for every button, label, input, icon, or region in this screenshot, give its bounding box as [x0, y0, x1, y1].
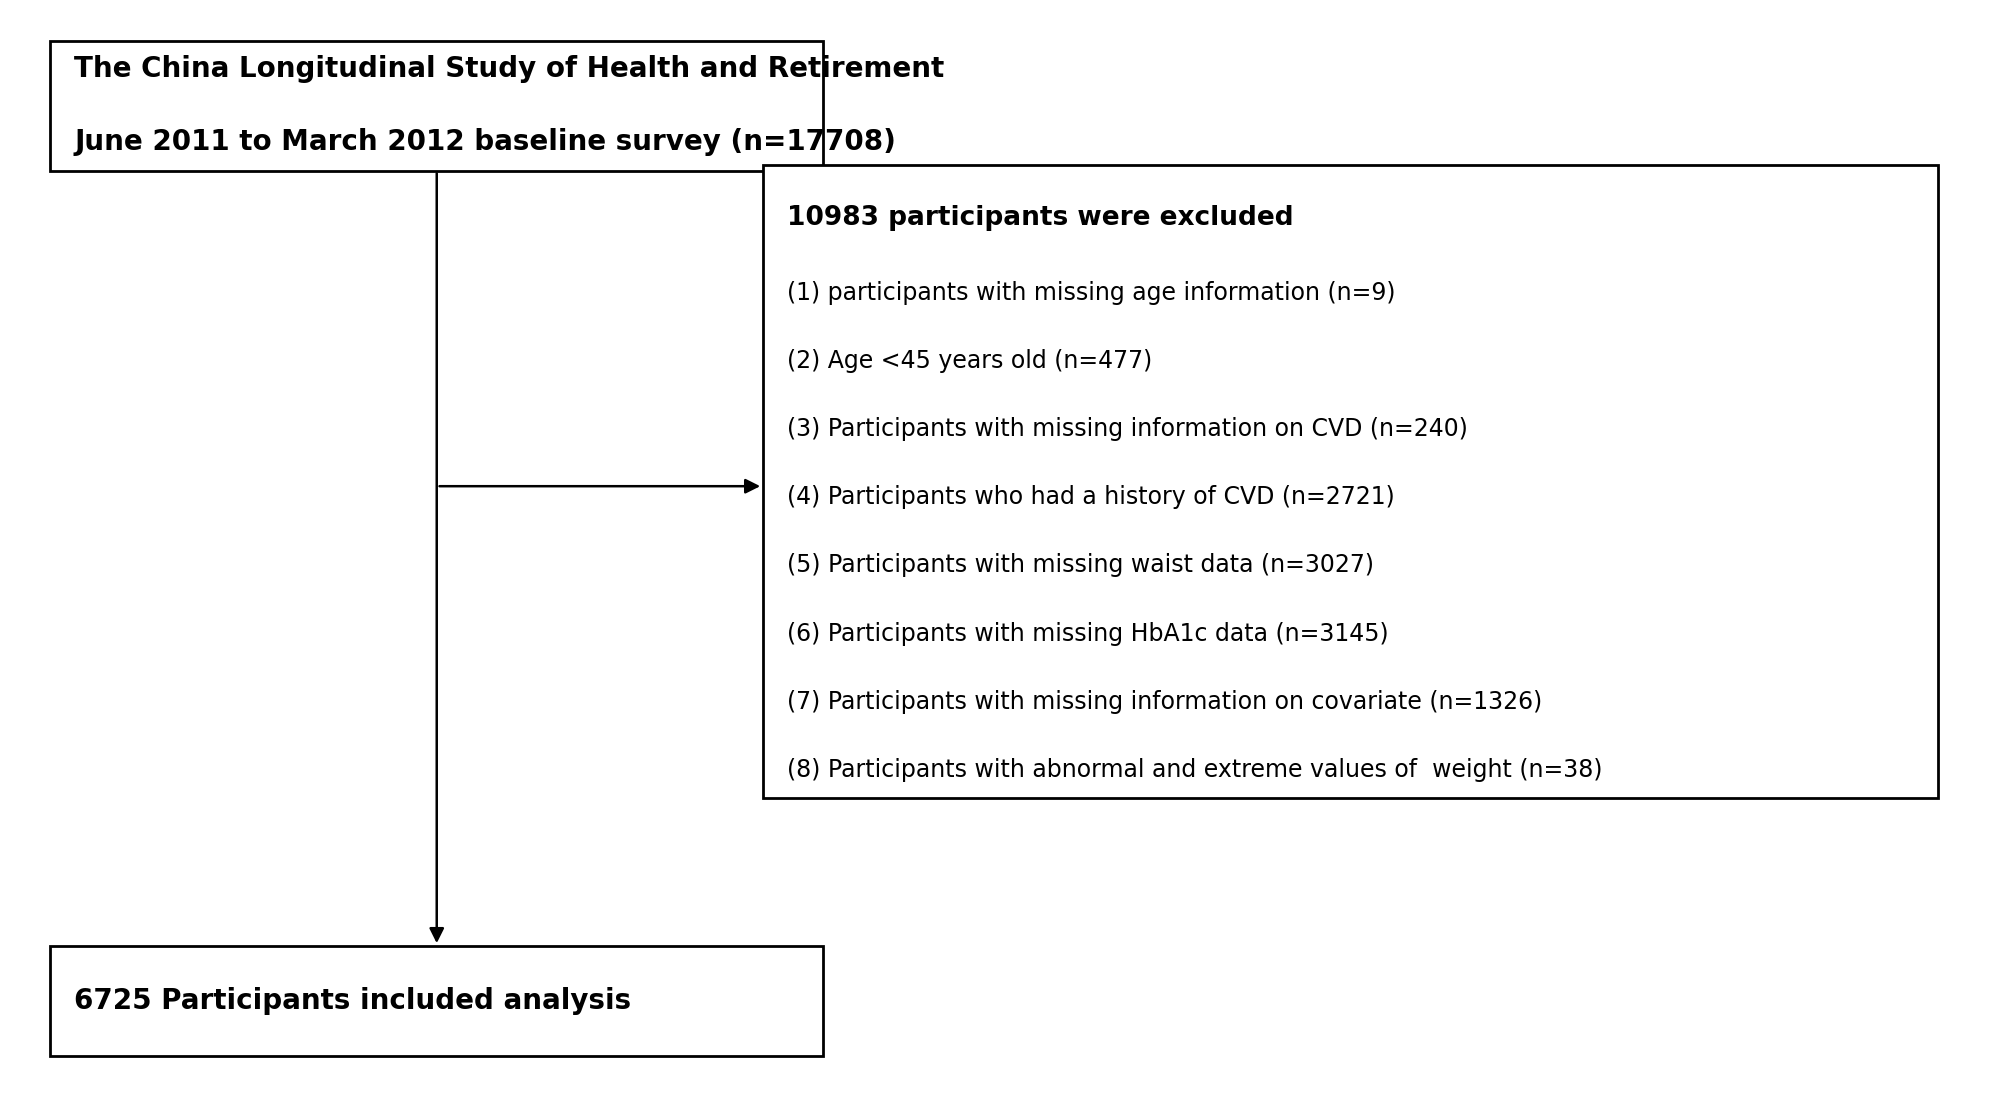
Text: The China Longitudinal Study of Health and Retirement: The China Longitudinal Study of Health a… [74, 55, 943, 84]
Bar [763, 165, 1937, 798]
Text: (2) Age <45 years old (n=477): (2) Age <45 years old (n=477) [787, 349, 1152, 373]
Text: (6) Participants with missing HbA1c data (n=3145): (6) Participants with missing HbA1c data… [787, 621, 1389, 646]
Text: 6725 Participants included analysis: 6725 Participants included analysis [74, 987, 630, 1015]
Text: (5) Participants with missing waist data (n=3027): (5) Participants with missing waist data… [787, 553, 1373, 578]
Text: (1) participants with missing age information (n=9): (1) participants with missing age inform… [787, 280, 1395, 305]
Text: (7) Participants with missing information on covariate (n=1326): (7) Participants with missing informatio… [787, 690, 1541, 714]
Text: 10983 participants were excluded: 10983 participants were excluded [787, 205, 1293, 231]
Text: June 2011 to March 2012 baseline survey (n=17708): June 2011 to March 2012 baseline survey … [74, 128, 895, 156]
Text: (4) Participants who had a history of CVD (n=2721): (4) Participants who had a history of CV… [787, 485, 1395, 509]
Bar [50, 41, 823, 170]
Text: (8) Participants with abnormal and extreme values of  weight (n=38): (8) Participants with abnormal and extre… [787, 758, 1602, 782]
Bar [50, 946, 823, 1056]
Text: (3) Participants with missing information on CVD (n=240): (3) Participants with missing informatio… [787, 417, 1467, 441]
